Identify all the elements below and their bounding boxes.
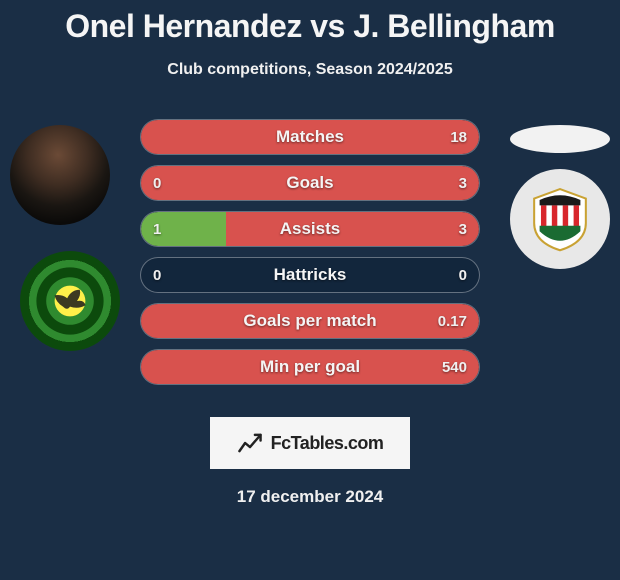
stat-value-left: 0 <box>153 258 161 292</box>
stat-row: 0 0Hattricks <box>140 257 480 293</box>
page-title: Onel Hernandez vs J. Bellingham <box>0 0 620 45</box>
stat-row: 03Goals <box>140 165 480 201</box>
branding-badge: FcTables.com <box>210 417 410 469</box>
comparison-date: 17 december 2024 <box>0 487 620 507</box>
stat-value-right: 0.17 <box>438 304 467 338</box>
club-right-badge <box>510 169 610 269</box>
stat-row: 540Min per goal <box>140 349 480 385</box>
fctables-logo-icon <box>237 430 263 456</box>
stat-row: 18Matches <box>140 119 480 155</box>
canary-icon <box>35 266 105 336</box>
stat-value-right: 3 <box>459 212 467 246</box>
stat-row: 13Assists <box>140 211 480 247</box>
stat-value-left: 0 <box>153 166 161 200</box>
player-left-avatar <box>10 125 110 225</box>
club-left-badge <box>20 251 120 351</box>
stat-bar-right <box>141 120 479 154</box>
stat-bar-right <box>226 212 480 246</box>
comparison-area: 18Matches03Goals13Assists00Hattricks0.17… <box>0 119 620 399</box>
player-right-avatar <box>510 125 610 153</box>
page-subtitle: Club competitions, Season 2024/2025 <box>0 61 620 79</box>
stat-bar-right <box>141 304 479 338</box>
stat-bar-right <box>141 166 479 200</box>
stat-value-right: 540 <box>442 350 467 384</box>
stat-value-right: 3 <box>459 166 467 200</box>
stat-value-right: 0 <box>459 258 467 292</box>
sunderland-crest-icon <box>526 185 594 253</box>
stat-label: Hattricks <box>141 258 479 292</box>
stats-rows: 18Matches03Goals13Assists00Hattricks0.17… <box>140 119 480 385</box>
stat-row: 0.17Goals per match <box>140 303 480 339</box>
branding-text: FcTables.com <box>271 433 384 454</box>
stat-value-left: 1 <box>153 212 161 246</box>
stat-bar-right <box>141 350 479 384</box>
stat-value-right: 18 <box>450 120 467 154</box>
